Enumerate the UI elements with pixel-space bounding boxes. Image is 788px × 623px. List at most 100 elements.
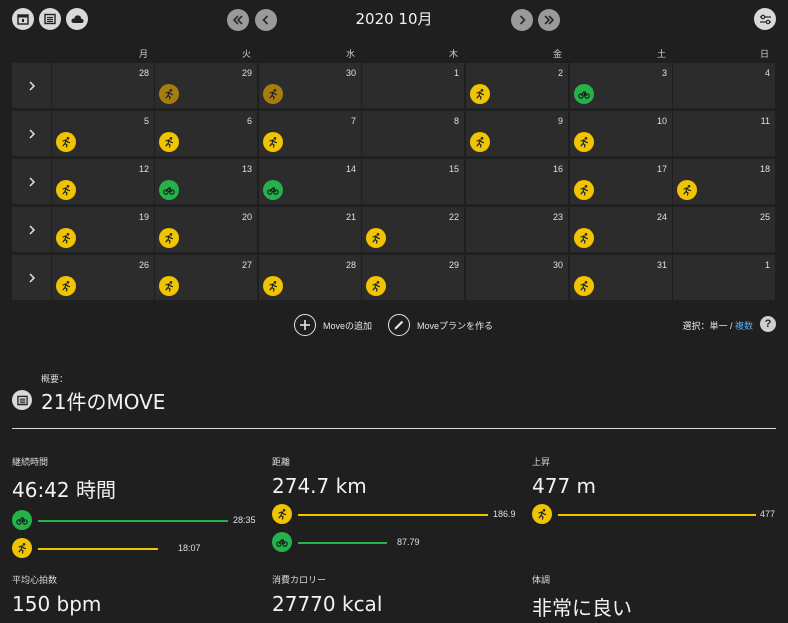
calendar-day-cell[interactable]: 27 xyxy=(155,255,257,300)
help-button[interactable]: ? xyxy=(760,316,776,332)
calendar-day-cell[interactable]: 9 xyxy=(466,111,568,156)
running-move-icon[interactable] xyxy=(263,276,283,296)
running-move-icon[interactable] xyxy=(263,84,283,104)
cloud-view-button[interactable] xyxy=(66,8,88,30)
calendar-day-cell[interactable]: 12 xyxy=(52,159,154,204)
running-move-icon[interactable] xyxy=(56,228,76,248)
calendar-day-cell[interactable]: 28 xyxy=(52,63,154,108)
day-number: 2 xyxy=(557,68,563,78)
calendar-day-cell[interactable]: 10 xyxy=(570,111,672,156)
calendar-day-cell[interactable]: 2 xyxy=(466,63,568,108)
running-move-icon[interactable] xyxy=(470,132,490,152)
calendar-day-cell[interactable]: 11 xyxy=(673,111,775,156)
cycling-move-icon[interactable] xyxy=(159,180,179,200)
stat-distance-value: 274.7 km xyxy=(272,474,367,498)
prev-year-button[interactable] xyxy=(227,9,249,31)
running-move-icon[interactable] xyxy=(470,84,490,104)
distance-green-value: 87.79 xyxy=(397,537,420,547)
calendar-day-cell[interactable]: 19 xyxy=(52,207,154,252)
weekday-label: 木 xyxy=(448,50,458,60)
day-number: 4 xyxy=(764,68,770,78)
stat-heart-rate-label: 平均心拍数 xyxy=(12,575,58,585)
calendar-actions: Moveの追加 Moveプランを作る 選択：単一 / 複数 xyxy=(0,314,788,336)
stat-heart-rate-value: 150 bpm xyxy=(12,592,102,616)
calendar-day-cell[interactable]: 14 xyxy=(259,159,361,204)
running-move-icon[interactable] xyxy=(56,276,76,296)
selection-mode-label: 選択： xyxy=(682,321,710,331)
running-move-icon[interactable] xyxy=(56,132,76,152)
calendar-day-cell[interactable]: 1 xyxy=(673,255,775,300)
calendar-day-cell[interactable]: 30 xyxy=(466,255,568,300)
settings-button[interactable] xyxy=(754,8,776,30)
calendar-list-view-button[interactable] xyxy=(39,8,61,30)
calendar-day-cell[interactable]: 29 xyxy=(155,63,257,108)
calendar-day-cell[interactable]: 17 xyxy=(570,159,672,204)
calendar-day-cell[interactable]: 13 xyxy=(155,159,257,204)
selection-multiple-option[interactable]: 複数 xyxy=(734,321,753,331)
calendar-day-cell[interactable]: 16 xyxy=(466,159,568,204)
stat-distance-label: 距離 xyxy=(272,457,291,467)
running-move-icon[interactable] xyxy=(574,132,594,152)
running-move-icon[interactable] xyxy=(159,132,179,152)
chevron-right-icon xyxy=(28,80,35,91)
month-title: 2020 10月 xyxy=(355,10,433,28)
running-move-icon[interactable] xyxy=(574,276,594,296)
running-move-icon[interactable] xyxy=(366,228,386,248)
calendar-day-view-button[interactable] xyxy=(12,8,34,30)
sliders-icon xyxy=(759,14,771,24)
calendar-day-cell[interactable]: 1 xyxy=(362,63,464,108)
day-number: 27 xyxy=(241,260,252,270)
running-move-icon[interactable] xyxy=(56,180,76,200)
selection-single-option[interactable]: 単一 xyxy=(709,321,728,331)
running-move-icon[interactable] xyxy=(574,228,594,248)
day-number: 13 xyxy=(241,164,252,174)
stat-ascent-label: 上昇 xyxy=(532,457,551,467)
calendar-day-cell[interactable]: 31 xyxy=(570,255,672,300)
calendar-day-cell[interactable]: 23 xyxy=(466,207,568,252)
calendar-day-cell[interactable]: 5 xyxy=(52,111,154,156)
calendar-day-cell[interactable]: 7 xyxy=(259,111,361,156)
calendar-day-cell[interactable]: 25 xyxy=(673,207,775,252)
expand-week-button[interactable] xyxy=(12,207,51,252)
expand-week-button[interactable] xyxy=(12,159,51,204)
running-move-icon[interactable] xyxy=(366,276,386,296)
calendar-day-cell[interactable]: 8 xyxy=(362,111,464,156)
calendar-day-cell[interactable]: 15 xyxy=(362,159,464,204)
next-month-button[interactable] xyxy=(511,9,533,31)
calendar-day-cell[interactable]: 21 xyxy=(259,207,361,252)
day-number: 23 xyxy=(552,212,563,222)
running-move-icon[interactable] xyxy=(159,276,179,296)
calendar-day-cell[interactable]: 24 xyxy=(570,207,672,252)
calendar-day-cell[interactable]: 28 xyxy=(259,255,361,300)
calendar-day-cell[interactable]: 6 xyxy=(155,111,257,156)
running-move-icon[interactable] xyxy=(263,132,283,152)
expand-week-button[interactable] xyxy=(12,111,51,156)
add-move-button[interactable]: Moveの追加 xyxy=(294,314,372,336)
summary-title: 21件のMOVE xyxy=(41,390,166,414)
calendar-day-cell[interactable]: 29 xyxy=(362,255,464,300)
calendar-day-cell[interactable]: 26 xyxy=(52,255,154,300)
prev-month-button[interactable] xyxy=(255,9,277,31)
distance-bar-yellow-fill xyxy=(298,514,488,516)
calendar-day-cell[interactable]: 18 xyxy=(673,159,775,204)
calendar-day-cell[interactable]: 3 xyxy=(570,63,672,108)
running-move-icon[interactable] xyxy=(159,228,179,248)
running-move-icon[interactable] xyxy=(574,180,594,200)
calendar-day-cell[interactable]: 22 xyxy=(362,207,464,252)
next-year-button[interactable] xyxy=(538,9,560,31)
running-move-icon[interactable] xyxy=(159,84,179,104)
running-move-icon[interactable] xyxy=(677,180,697,200)
calendar-day-cell[interactable]: 4 xyxy=(673,63,775,108)
day-number: 9 xyxy=(557,116,563,126)
day-number: 17 xyxy=(656,164,667,174)
calendar-day-cell[interactable]: 20 xyxy=(155,207,257,252)
expand-week-button[interactable] xyxy=(12,255,51,300)
cycling-move-icon[interactable] xyxy=(574,84,594,104)
create-move-plan-button[interactable]: Moveプランを作る xyxy=(388,314,493,336)
day-number: 29 xyxy=(241,68,252,78)
calendar-day-cell[interactable]: 30 xyxy=(259,63,361,108)
selection-mode: 選択：単一 / 複数 xyxy=(682,319,753,332)
cycling-move-icon[interactable] xyxy=(263,180,283,200)
day-number: 30 xyxy=(552,260,563,270)
expand-week-button[interactable] xyxy=(12,63,51,108)
